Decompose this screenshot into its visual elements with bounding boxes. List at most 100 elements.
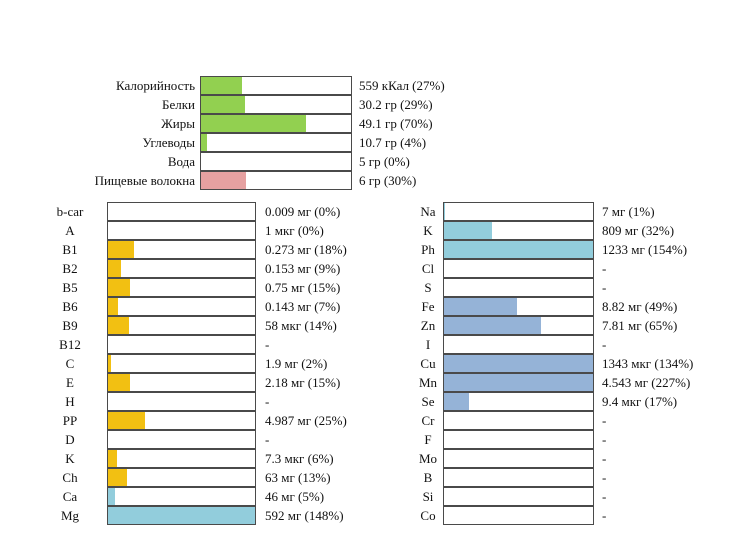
macronutrients-bar-track (200, 76, 352, 95)
minerals-value-k: 809 мг (32%) (602, 223, 675, 238)
vitamins-value-b9: 58 мкг (14%) (265, 318, 337, 333)
minerals-row: Cl - (0, 259, 750, 278)
vitamins-value-ca: 46 мг (5%) (265, 489, 325, 504)
vitamins-value-b6: 0.143 мг (7%) (265, 299, 341, 314)
macronutrients-value-углеводы: 10.7 гр (4%) (359, 135, 427, 150)
vitamins-value-b2: 0.153 мг (9%) (265, 261, 341, 276)
vitamins-value-b1: 0.273 мг (18%) (265, 242, 347, 257)
vitamins-row: B5 0.75 мг (15%) (0, 278, 750, 297)
minerals-bar-track (443, 411, 594, 430)
macronutrients-bar-пищевые-волокна (201, 172, 246, 189)
minerals-bar-track (443, 506, 594, 525)
macronutrients-bar-track (200, 133, 352, 152)
minerals-value-cr: - (602, 413, 607, 428)
macronutrients-label-калорийность: Калорийность (116, 78, 195, 93)
minerals-row: S- (0, 278, 750, 297)
macronutrients-row: Вода 5 гр (0%) (0, 152, 750, 171)
minerals-row: Cr - (0, 411, 750, 430)
minerals-value-se: 9.4 мкг (17%) (602, 394, 678, 409)
vitamins-label-b12: B12 (59, 337, 81, 352)
macronutrients-label-углеводы: Углеводы (142, 135, 195, 150)
minerals-row: F- (0, 430, 750, 449)
minerals-bar-track (443, 354, 594, 373)
macronutrients-row: Белки 30.2 гр (29%) (0, 95, 750, 114)
vitamins-bar-track (107, 354, 256, 373)
macronutrients-label-вода: Вода (167, 154, 195, 169)
macronutrients-bar-track (200, 95, 352, 114)
minerals-row: Si - (0, 487, 750, 506)
minerals-value-f: - (602, 432, 607, 447)
vitamins-row: A 1 мкг (0%) (0, 221, 750, 240)
vitamins-value-e: 2.18 мг (15%) (265, 375, 341, 390)
vitamins-row: B2 0.153 мг (9%) (0, 259, 750, 278)
vitamins-bar-ca (108, 488, 116, 505)
minerals-value-ph: 1233 мг (154%) (602, 242, 688, 257)
vitamins-label-ca: Ca (62, 489, 78, 504)
vitamins-value-mg: 592 мг (148%) (265, 508, 344, 523)
minerals-label-s: S (424, 280, 432, 295)
minerals-row: B- (0, 468, 750, 487)
minerals-row: Mo - (0, 449, 750, 468)
vitamins-bar-e (108, 374, 131, 391)
vitamins-label-ch: Ch (62, 470, 78, 485)
vitamins-label-e: E (66, 375, 74, 390)
vitamins-row: E 2.18 мг (15%) (0, 373, 750, 392)
minerals-row: Se 9.4 мкг (17%) (0, 392, 750, 411)
vitamins-label-b6: B6 (62, 299, 78, 314)
minerals-label-b: B (423, 470, 433, 485)
vitamins-row: B12 - (0, 335, 750, 354)
vitamins-label-b5: B5 (62, 280, 78, 295)
minerals-bar-fe (444, 298, 517, 315)
vitamins-bar-track (107, 221, 256, 240)
vitamins-bar-b2 (108, 260, 122, 277)
vitamins-label-d: D (65, 432, 75, 447)
vitamins-value-d: - (265, 432, 270, 447)
vitamins-value-a: 1 мкг (0%) (265, 223, 324, 238)
minerals-row: Zn 7.81 мг (65%) (0, 316, 750, 335)
vitamins-row: C 1.9 мг (2%) (0, 354, 750, 373)
vitamins-value-b5: 0.75 мг (15%) (265, 280, 341, 295)
vitamins-bar-track (107, 240, 256, 259)
minerals-row: I- (0, 335, 750, 354)
vitamins-bar-track (107, 335, 256, 354)
minerals-label-mn: Mn (418, 375, 438, 390)
vitamins-bar-b6 (108, 298, 119, 315)
minerals-bar-na (444, 203, 446, 220)
minerals-value-si: - (602, 489, 607, 504)
vitamins-bar-track (107, 449, 256, 468)
vitamins-value-c: 1.9 мг (2%) (265, 356, 328, 371)
vitamins-row: b-car 0.009 мг (0%) (0, 202, 750, 221)
minerals-label-ph: Ph (421, 242, 435, 257)
vitamins-label-pp: PP (62, 413, 78, 428)
vitamins-row: H- (0, 392, 750, 411)
vitamins-row: D- (0, 430, 750, 449)
minerals-label-fe: Fe (421, 299, 435, 314)
vitamins-bar-track (107, 202, 256, 221)
minerals-bar-track (443, 449, 594, 468)
vitamins-bar-track (107, 259, 256, 278)
minerals-label-na: Na (420, 204, 436, 219)
minerals-bar-track (443, 240, 594, 259)
minerals-value-zn: 7.81 мг (65%) (602, 318, 678, 333)
minerals-row: Ph 1233 мг (154%) (0, 240, 750, 259)
vitamins-bar-b5 (108, 279, 131, 296)
vitamins-label-b2: B2 (62, 261, 78, 276)
vitamins-value-b-car: 0.009 мг (0%) (265, 204, 341, 219)
minerals-label-si: Si (422, 489, 434, 504)
vitamins-bar-track (107, 468, 256, 487)
minerals-value-fe: 8.82 мг (49%) (602, 299, 678, 314)
minerals-bar-track (443, 316, 594, 335)
vitamins-bar-track (107, 506, 256, 525)
vitamins-value-b12: - (265, 337, 270, 352)
vitamins-bar-k (108, 450, 117, 467)
macronutrients-value-вода: 5 гр (0%) (359, 154, 410, 169)
minerals-value-na: 7 мг (1%) (602, 204, 655, 219)
minerals-bar-track (443, 487, 594, 506)
vitamins-label-k: K (65, 451, 75, 466)
minerals-value-co: - (602, 508, 607, 523)
minerals-bar-k (444, 222, 492, 239)
minerals-value-i: - (602, 337, 607, 352)
macronutrients-row: Калорийность 559 кКал (27%) (0, 76, 750, 95)
minerals-bar-track (443, 278, 594, 297)
minerals-value-s: - (602, 280, 607, 295)
